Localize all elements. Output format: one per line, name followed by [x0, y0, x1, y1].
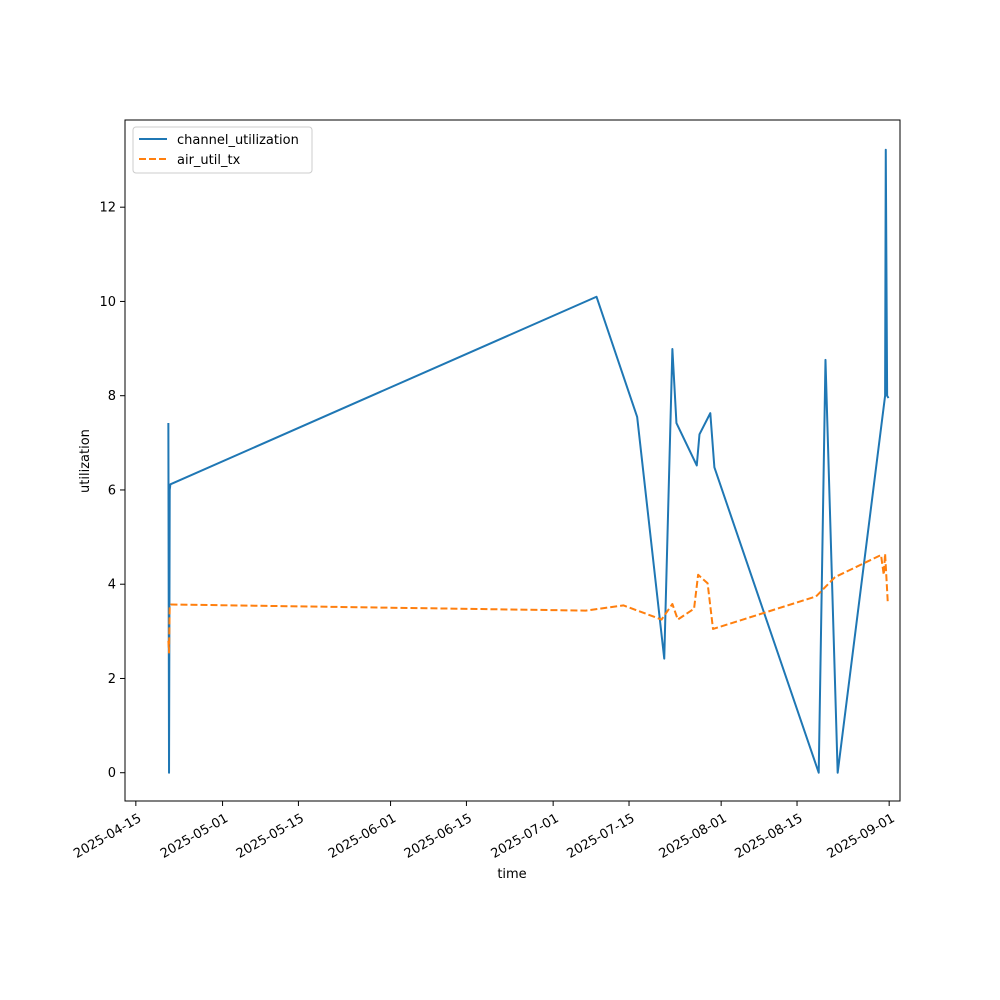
legend-label-channel-utilization: channel_utilization [177, 133, 299, 148]
y-axis-label: utilization [78, 429, 93, 493]
y-tick-label: 4 [108, 578, 116, 593]
y-tick-label: 2 [108, 672, 116, 687]
y-tick-label: 0 [108, 766, 116, 781]
legend-label-air-util-tx: air_util_tx [177, 153, 241, 168]
y-axis: 0 2 4 6 8 10 12 [99, 201, 125, 781]
x-axis-label: time [497, 867, 526, 882]
y-tick-label: 10 [99, 295, 116, 310]
y-tick-label: 12 [99, 201, 116, 216]
y-tick-label: 8 [108, 389, 116, 404]
y-tick-label: 6 [108, 483, 116, 498]
series-line-air-util-tx [167, 552, 889, 654]
legend: channel_utilization air_util_tx [132, 126, 313, 174]
series-line-channel-utilization [167, 148, 890, 774]
plot-frame [124, 119, 901, 802]
legend-box [132, 126, 313, 174]
series-layer [167, 148, 890, 774]
